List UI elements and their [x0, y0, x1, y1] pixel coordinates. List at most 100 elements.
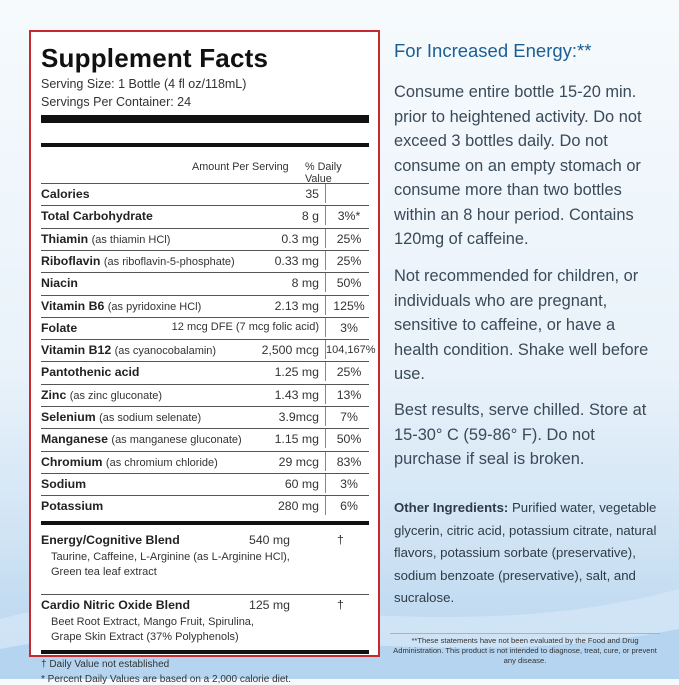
nutrient-label: Manganese: [41, 432, 108, 447]
blend-name: Energy/Cognitive Blend: [41, 532, 180, 547]
nutrient-source: (as manganese gluconate): [111, 434, 242, 447]
nutrient-dv: 50%: [325, 429, 372, 449]
nutrient-name: Riboflavin (as riboflavin-5-phosphate): [41, 254, 235, 268]
nutrient-row: Vitamin B6 (as pyridoxine HCl) 2.13 mg 125…: [41, 294, 372, 316]
nutrient-amount: 2,500 mcg: [261, 343, 319, 358]
nutrient-name: Chromium (as chromium chloride): [41, 455, 218, 469]
nutrient-amount: 29 mcg: [278, 454, 319, 469]
panel-title: Supplement Facts: [41, 43, 269, 73]
nutrient-row: Potassium 280 mg 6%: [41, 495, 369, 516]
nutrient-dv: 3%: [325, 473, 372, 493]
nutrient-name: Potassium: [41, 499, 103, 513]
nutrient-row: Riboflavin (as riboflavin-5-phosphate) 0.…: [41, 249, 372, 271]
blend-dv: †: [337, 532, 344, 547]
nutrient-dv: 83%: [325, 451, 372, 471]
nutrient-name: Manganese (as manganese gluconate): [41, 432, 242, 446]
nutrient-amount: 2.13 mg: [274, 298, 319, 313]
nutrient-label: Pantothenic acid: [41, 365, 140, 380]
nutrient-dv: 3%: [325, 317, 372, 337]
usage-paragraph: Consume entire bottle 15-20 min. prior t…: [394, 83, 642, 248]
other-ingredients-text: Purified water, vegetable glycerin, citr…: [394, 500, 657, 605]
nutrient-dv: 7%: [325, 407, 372, 426]
nutrient-row: Niacin 8 mg 50%: [41, 272, 369, 293]
nutrient-amount: 280 mg: [277, 499, 319, 514]
other-ingredients-label: Other Ingredients:: [394, 500, 509, 515]
col-dv-label: % Daily Value: [305, 161, 342, 185]
storage-paragraph: Best results, serve chilled. Store at 15…: [394, 401, 647, 468]
nutrient-row: Manganese (as manganese gluconate) 1.15 m…: [41, 428, 369, 449]
nutrient-name: Pantothenic acid: [41, 365, 139, 379]
nutrient-label: Selenium: [41, 410, 96, 424]
footnote-rule: [41, 649, 369, 654]
nutrient-name: Vitamin B6 (as pyridoxine HCl): [41, 299, 201, 313]
nutrient-amount: 8 g: [301, 209, 319, 224]
header-rule: [41, 143, 369, 147]
other-ingredients: Other Ingredients: Purified water, veget…: [394, 497, 664, 610]
nutrient-source: (as chromium chloride): [105, 456, 218, 469]
column-header: Amount Per Serving % Daily Value: [41, 161, 369, 185]
nutrient-source: (as pyridoxine HCl): [107, 300, 202, 313]
nutrient-source: (as zinc gluconate): [69, 389, 163, 402]
nutrient-row: Pantothenic acid 1.25 mg 25%: [41, 361, 369, 382]
blend-item: Energy/Cognitive Blend 540 mg † Taurine, Ca…: [41, 533, 369, 591]
nutrient-dv: 3%*: [325, 206, 372, 226]
nutrient-label: Total Carbohydrate: [41, 209, 153, 224]
nutrient-row: Vitamin B12 (as cyanocobalamin) 2,500 mcg…: [41, 339, 376, 360]
warning-paragraph: Not recommended for children, or individ…: [394, 267, 649, 383]
nutrient-amount: 1.25 mg: [274, 365, 319, 380]
blend-name: Cardio Nitric Oxide Blend: [41, 597, 190, 612]
nutrient-dv: 50%: [325, 273, 372, 293]
nutrient-dv: 6%: [325, 496, 372, 516]
footnote-dagger: † Daily Value not established: [41, 658, 170, 670]
nutrient-dv: 125%: [325, 295, 372, 315]
nutrient-source: (as cyanocobalamin): [114, 345, 217, 358]
nutrient-source: (as sodium selenate): [99, 412, 202, 424]
thick-rule: [41, 115, 369, 123]
energy-heading: For Increased Energy:**: [394, 40, 592, 61]
nutrient-label: Thiamin: [41, 231, 89, 246]
nutrient-amount: 0.3 mg: [281, 231, 319, 246]
nutrient-dv: 25%: [325, 250, 372, 270]
nutrient-name: Sodium: [41, 477, 86, 491]
nutrient-name: Calories: [41, 187, 90, 201]
nutrient-label: Sodium: [41, 476, 87, 491]
nutrient-label: Vitamin B6: [41, 298, 105, 313]
blend-amount: 125 mg: [249, 597, 291, 612]
nutrient-label: Riboflavin: [41, 253, 101, 268]
nutrient-label: Vitamin B12: [41, 343, 112, 358]
nutrient-name: Thiamin (as thiamin HCl): [41, 232, 170, 246]
nutrient-amount: 1.15 mg: [274, 432, 319, 447]
nutrient-amount: 60 mg: [284, 476, 319, 491]
nutrient-label: Folate: [41, 320, 78, 335]
nutrient-name: Folate: [41, 321, 77, 335]
nutrient-row: Zinc (as zinc gluconate) 1.43 mg 13%: [41, 383, 372, 405]
nutrient-label: Chromium: [41, 454, 103, 469]
nutrient-dv: 25%: [325, 228, 372, 248]
blend-item: Cardio Nitric Oxide Blend 125 mg † Beet Roo…: [41, 593, 369, 653]
fda-disclaimer: **These statements have not been evaluat…: [390, 633, 660, 666]
nutrient-label: Niacin: [41, 276, 78, 291]
nutrient-source: (as thiamin HCl): [91, 233, 171, 246]
nutrient-row: Chromium (as chromium chloride) 29 mcg 83%: [41, 450, 372, 472]
nutrient-row: Selenium (as sodium selenate) 3.9mcg 7%: [41, 406, 369, 427]
blend-rule: [41, 520, 369, 525]
nutrient-dv: 25%: [325, 362, 372, 382]
footnote-daily-value: * Percent Daily Values are based on a 2,…: [41, 673, 291, 685]
blend-ingredients: Taurine, Caffeine, L-Arginine (as L-Argi…: [51, 550, 290, 563]
nutrient-row: Sodium 60 mg 3%: [41, 472, 372, 494]
nutrient-dv: [325, 184, 372, 203]
nutrient-row: Total Carbohydrate 8 g 3%*: [41, 205, 369, 226]
nutrient-amount: 35: [305, 187, 319, 201]
nutrient-source: (as riboflavin-5-phosphate): [103, 255, 235, 268]
blend-ingredients: Beet Root Extract, Mango Fruit, Spirulin…: [51, 615, 254, 628]
nutrient-amount: 12 mcg DFE (7 mcg folic acid): [171, 320, 319, 333]
nutrient-amount: 1.43 mg: [274, 387, 319, 402]
nutrient-row: Thiamin (as thiamin HCl) 0.3 mg 25%: [41, 227, 372, 249]
nutrient-name: Niacin: [41, 276, 78, 290]
col-amount-label: Amount Per Serving: [192, 161, 289, 173]
nutrient-label: Zinc: [41, 387, 67, 402]
blend-ingredients: Grape Skin Extract (37% Polyphenols): [51, 630, 239, 643]
supplement-facts-panel: Supplement Facts Serving Size: 1 Bottle …: [29, 30, 380, 685]
servings-per-container: Servings Per Container: 24: [41, 95, 192, 109]
nutrient-dv: 13%: [325, 384, 372, 404]
